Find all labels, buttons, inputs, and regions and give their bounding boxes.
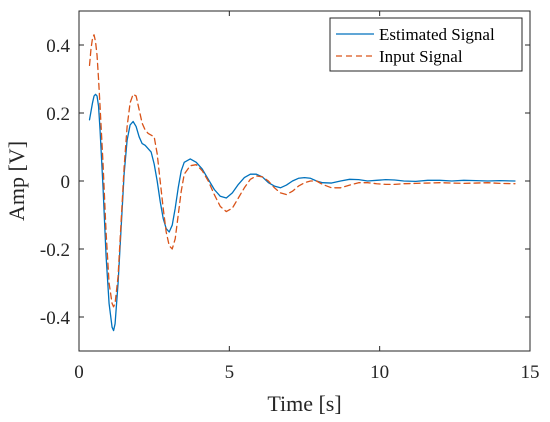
x-tick-label: 0 [74,362,84,383]
series-layer [88,34,516,332]
x-tick-label: 5 [225,362,235,383]
legend-box [329,17,523,72]
series-line-estimated-signal [88,93,516,332]
legend-label-estimated-signal: Estimated Signal [379,25,495,44]
y-tick-label: -0.2 [40,240,70,261]
ticks-layer [78,11,531,351]
y-tick-label: 0 [61,172,71,193]
y-axis-title: Amp [V] [4,141,29,221]
legend: Estimated Signal Input Signal [329,17,523,72]
x-axis-title: Time [s] [267,391,341,416]
y-tick-label: -0.4 [40,308,71,329]
y-tick-label: 0.2 [46,104,70,125]
series-line-input-signal [88,34,516,308]
legend-label-input-signal: Input Signal [379,47,463,66]
tick-labels: 0 5 10 15 -0.4 -0.2 0 0.2 0.4 [40,36,540,383]
x-tick-label: 15 [521,362,540,383]
y-tick-label: 0.4 [46,36,70,57]
x-tick-label: 10 [370,362,389,383]
